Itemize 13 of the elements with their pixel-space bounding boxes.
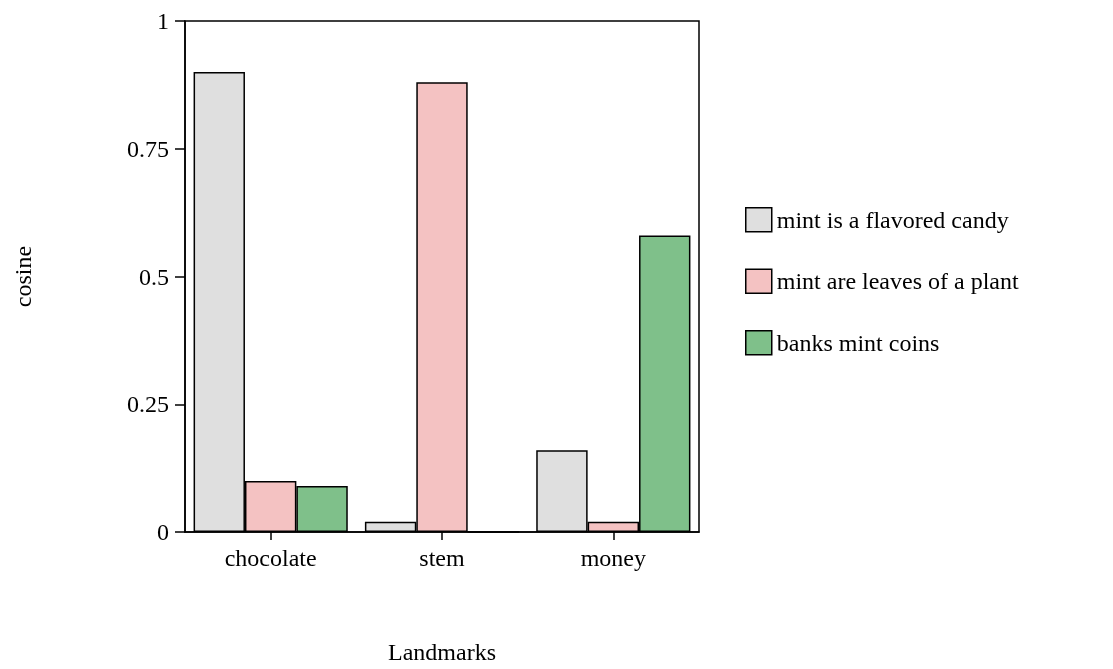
x-tick-label: money <box>580 545 646 571</box>
y-tick-label: 0.5 <box>139 263 169 290</box>
y-tick-label: 0.75 <box>127 135 169 162</box>
legend-label: mint are leaves of a plant <box>776 268 1019 295</box>
y-axis-title: cosine <box>10 245 36 308</box>
y-tick-label: 0.25 <box>127 391 169 418</box>
y-tick-label: 0 <box>157 519 169 545</box>
legend-label: banks mint coins <box>776 329 940 356</box>
x-axis-title: Landmarks <box>388 639 496 665</box>
legend-label: mint is a flavored candy <box>776 206 1009 233</box>
x-tick-label: chocolate <box>224 545 317 571</box>
x-tick-label: stem <box>419 545 465 571</box>
y-tick-label: 1 <box>157 8 169 34</box>
